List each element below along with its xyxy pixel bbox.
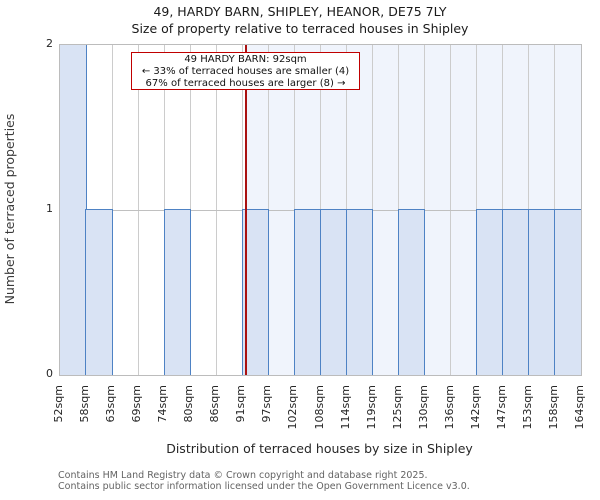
x-tick-label: 97sqm <box>260 385 274 423</box>
y-axis-label: Number of terraced properties <box>2 113 17 305</box>
histogram-bar <box>554 209 581 375</box>
property-size-marker-line <box>245 45 247 375</box>
x-tick-label: 74sqm <box>156 385 170 423</box>
x-tick-label: 52sqm <box>52 385 65 423</box>
histogram-bar <box>502 209 530 375</box>
x-tick-label: 142sqm <box>468 385 482 430</box>
annotation-title: 49 HARDY BARN: 92sqm <box>184 54 307 65</box>
histogram-bar <box>398 209 426 375</box>
x-tick-label: 130sqm <box>416 385 430 430</box>
y-tick-label: 0 <box>46 367 53 380</box>
x-tick-label: 86sqm <box>208 385 222 423</box>
x-tick-label: 147sqm <box>494 385 508 430</box>
histogram-bar <box>345 209 374 375</box>
histogram-bar <box>319 209 348 375</box>
annotation-box: 49 HARDY BARN: 92sqm ← 33% of terraced h… <box>131 52 360 90</box>
histogram-bar <box>163 209 191 375</box>
x-tick-label: 80sqm <box>182 385 196 423</box>
histogram-bar <box>293 209 322 375</box>
footer: Contains HM Land Registry data © Crown c… <box>58 470 470 492</box>
y-tick-label: 1 <box>46 202 53 215</box>
x-tick-label: 69sqm <box>130 385 144 423</box>
x-tick-label: 108sqm <box>312 385 326 430</box>
x-tick-label: 158sqm <box>546 385 560 430</box>
x-tick-label: 114sqm <box>338 385 352 430</box>
x-tick-label: 125sqm <box>390 385 404 430</box>
histogram-bar <box>60 45 87 375</box>
x-tick-label: 136sqm <box>442 385 456 430</box>
chart-subtitle: Size of property relative to terraced ho… <box>131 21 469 36</box>
chart-title: 49, HARDY BARN, SHIPLEY, HEANOR, DE75 7L… <box>153 4 447 19</box>
x-tick-label: 153sqm <box>520 385 534 430</box>
x-tick-label: 91sqm <box>234 385 248 423</box>
plot-area: 49 HARDY BARN: 92sqm ← 33% of terraced h… <box>59 44 582 376</box>
footer-line-2: Contains public sector information licen… <box>58 480 470 492</box>
x-tick-label: 102sqm <box>286 385 300 430</box>
histogram-bar <box>476 209 504 375</box>
y-tick-label: 2 <box>46 37 53 50</box>
x-tick-label: 63sqm <box>104 385 118 423</box>
histogram-bar <box>85 209 113 375</box>
annotation-smaller-text: ← 33% of terraced houses are smaller (4) <box>141 65 350 77</box>
x-tick-label: 164sqm <box>573 385 586 430</box>
x-tick-label: 58sqm <box>78 385 92 423</box>
histogram-bar <box>528 209 556 375</box>
x-tick-label: 119sqm <box>364 385 378 430</box>
footer-line-1: Contains HM Land Registry data © Crown c… <box>58 470 428 481</box>
x-axis-label: Distribution of terraced houses by size … <box>166 441 473 456</box>
annotation-larger-text: 67% of terraced houses are larger (8) → <box>145 77 346 89</box>
